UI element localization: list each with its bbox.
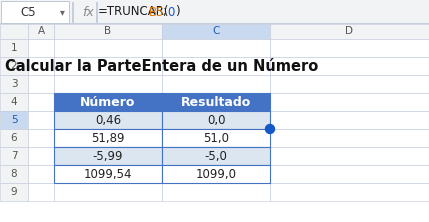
Bar [270, 93, 429, 111]
Bar [0, 111, 28, 129]
Bar [162, 93, 270, 111]
Bar [270, 111, 429, 129]
Bar [72, 2, 73, 22]
Text: ▾: ▾ [60, 7, 64, 17]
Text: 6: 6 [11, 133, 17, 143]
Text: 0,0: 0,0 [207, 113, 225, 127]
Bar [54, 129, 162, 147]
Text: 0: 0 [167, 6, 174, 18]
Text: D: D [345, 26, 353, 36]
Text: ): ) [175, 6, 180, 18]
Text: Calcular la ParteEntera de un Número: Calcular la ParteEntera de un Número [6, 59, 319, 73]
Text: B: B [104, 26, 112, 36]
Text: ;: ; [162, 6, 166, 18]
Text: 9: 9 [11, 187, 17, 197]
Bar [54, 39, 162, 57]
Text: -5,99: -5,99 [93, 149, 123, 163]
Bar [96, 2, 97, 22]
Bar [162, 24, 270, 39]
Text: 5: 5 [11, 115, 17, 125]
Text: 3: 3 [11, 79, 17, 89]
Bar [54, 111, 162, 129]
Bar [28, 39, 54, 57]
Text: 7: 7 [11, 151, 17, 161]
Text: Número: Número [80, 95, 136, 109]
Bar [162, 147, 270, 165]
Bar [270, 147, 429, 165]
Bar [270, 24, 429, 39]
Bar [0, 24, 28, 39]
Bar [28, 24, 54, 39]
Text: 1099,54: 1099,54 [84, 168, 132, 180]
Text: -5,0: -5,0 [205, 149, 227, 163]
Bar [162, 75, 270, 93]
Bar [270, 129, 429, 147]
Bar [28, 165, 54, 183]
Bar [28, 93, 54, 111]
Bar [0, 183, 28, 201]
Text: =TRUNCAR(: =TRUNCAR( [98, 6, 169, 18]
Bar [28, 57, 54, 75]
Bar [28, 75, 54, 93]
Bar [0, 75, 28, 93]
Text: 51,0: 51,0 [203, 131, 229, 145]
Text: 51,89: 51,89 [91, 131, 125, 145]
Bar [54, 183, 162, 201]
Text: 2: 2 [11, 61, 17, 71]
Bar [270, 39, 429, 57]
Bar [0, 24, 429, 39]
Bar [54, 75, 162, 93]
Bar [270, 165, 429, 183]
Bar [54, 93, 162, 111]
Bar [270, 57, 429, 75]
Text: 1099,0: 1099,0 [196, 168, 236, 180]
Bar [28, 147, 54, 165]
Text: C5: C5 [20, 6, 36, 18]
Bar [270, 75, 429, 93]
Text: A: A [37, 26, 45, 36]
Circle shape [266, 125, 275, 133]
Text: 8: 8 [11, 169, 17, 179]
Text: 0,46: 0,46 [95, 113, 121, 127]
Bar [162, 183, 270, 201]
Bar [54, 24, 162, 39]
Text: fx: fx [82, 6, 94, 18]
Bar [0, 39, 28, 57]
Bar [54, 57, 162, 75]
Bar [28, 183, 54, 201]
Bar [162, 165, 270, 183]
Bar [0, 165, 28, 183]
Bar [162, 111, 270, 129]
Text: Resultado: Resultado [181, 95, 251, 109]
Text: 1: 1 [11, 43, 17, 53]
Bar [162, 129, 270, 147]
Bar [54, 147, 162, 165]
Text: C: C [212, 26, 220, 36]
Text: 4: 4 [11, 97, 17, 107]
Bar [0, 0, 429, 24]
Bar [1, 1, 69, 23]
Bar [28, 129, 54, 147]
Text: B5: B5 [149, 6, 164, 18]
Bar [0, 147, 28, 165]
Bar [0, 57, 28, 75]
Bar [270, 183, 429, 201]
Bar [0, 93, 28, 111]
Bar [0, 129, 28, 147]
Bar [28, 111, 54, 129]
Bar [54, 165, 162, 183]
Bar [162, 39, 270, 57]
Bar [162, 57, 270, 75]
